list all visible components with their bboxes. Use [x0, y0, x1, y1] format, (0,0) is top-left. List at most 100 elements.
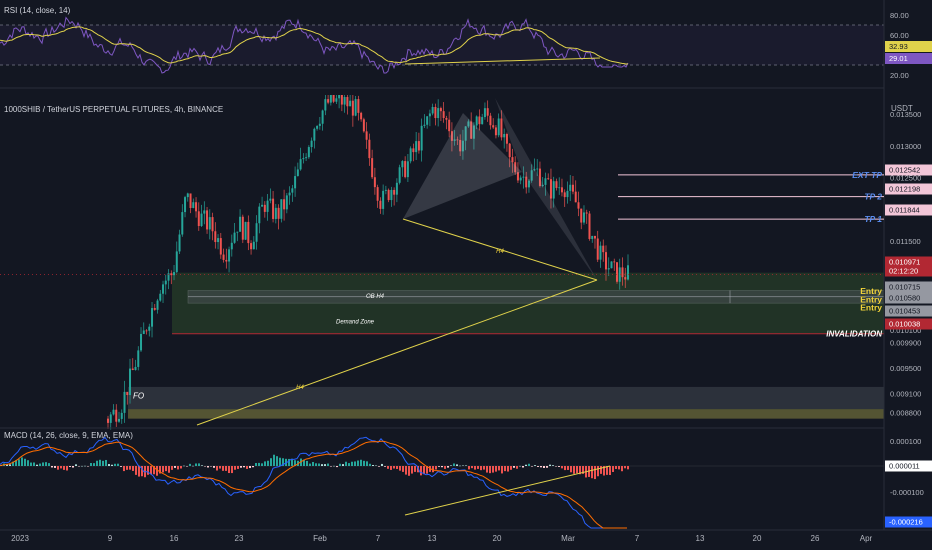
- candle-down[interactable]: [195, 202, 198, 212]
- candle-down[interactable]: [387, 189, 390, 201]
- candle-down[interactable]: [470, 121, 473, 139]
- candle-up[interactable]: [294, 176, 297, 189]
- candle-down[interactable]: [511, 157, 514, 163]
- candle-down[interactable]: [494, 127, 497, 136]
- price-pane[interactable]: [0, 95, 885, 430]
- candle-up[interactable]: [258, 206, 261, 224]
- candle-up[interactable]: [302, 158, 305, 160]
- candle-down[interactable]: [445, 117, 448, 120]
- candle-down[interactable]: [362, 119, 365, 132]
- candle-down[interactable]: [505, 134, 508, 144]
- candle-down[interactable]: [327, 99, 330, 103]
- candle-up[interactable]: [167, 273, 170, 281]
- candle-up[interactable]: [175, 251, 178, 273]
- candle-down[interactable]: [412, 148, 415, 153]
- candle-down[interactable]: [417, 141, 420, 151]
- candle-up[interactable]: [236, 231, 239, 233]
- candle-up[interactable]: [398, 167, 401, 183]
- candle-down[interactable]: [486, 108, 489, 116]
- candle-down[interactable]: [219, 238, 222, 255]
- candle-down[interactable]: [247, 221, 250, 244]
- candle-down[interactable]: [577, 202, 580, 209]
- candle-down[interactable]: [560, 187, 563, 193]
- candle-up[interactable]: [280, 199, 283, 219]
- candle-up[interactable]: [261, 204, 264, 207]
- signal-line[interactable]: [0, 440, 627, 529]
- candle-up[interactable]: [233, 232, 236, 243]
- candle-down[interactable]: [450, 131, 453, 141]
- candle-up[interactable]: [338, 95, 341, 99]
- candle-up[interactable]: [324, 99, 327, 111]
- candle-up[interactable]: [428, 113, 431, 117]
- candle-up[interactable]: [173, 272, 176, 276]
- candle-down[interactable]: [500, 118, 503, 138]
- candle-up[interactable]: [552, 181, 555, 199]
- candle-up[interactable]: [618, 267, 621, 282]
- candle-up[interactable]: [228, 249, 231, 262]
- candle-up[interactable]: [354, 99, 357, 116]
- candle-up[interactable]: [307, 147, 310, 158]
- candle-down[interactable]: [621, 267, 624, 278]
- candle-down[interactable]: [357, 99, 360, 113]
- candle-up[interactable]: [316, 125, 319, 129]
- candle-up[interactable]: [461, 140, 464, 152]
- pattern-triangle-bcd[interactable]: [495, 98, 597, 280]
- rsi-ma-line[interactable]: [0, 26, 629, 65]
- candle-down[interactable]: [516, 172, 519, 181]
- candle-down[interactable]: [376, 187, 379, 201]
- candle-down[interactable]: [525, 176, 528, 188]
- demand-zone[interactable]: [172, 272, 884, 334]
- candle-up[interactable]: [401, 161, 404, 168]
- candle-down[interactable]: [332, 95, 335, 102]
- candle-down[interactable]: [549, 179, 552, 199]
- candle-up[interactable]: [566, 190, 569, 198]
- candle-down[interactable]: [508, 143, 511, 158]
- candle-up[interactable]: [530, 170, 533, 181]
- candle-up[interactable]: [118, 418, 121, 422]
- candle-down[interactable]: [456, 139, 459, 141]
- candle-up[interactable]: [159, 293, 162, 301]
- macd-line[interactable]: [0, 436, 627, 529]
- candle-down[interactable]: [170, 273, 173, 276]
- candle-up[interactable]: [291, 188, 294, 193]
- candle-down[interactable]: [373, 177, 376, 188]
- h4-trendline-lower[interactable]: [196, 279, 598, 426]
- candle-down[interactable]: [448, 119, 451, 132]
- candle-up[interactable]: [472, 125, 475, 139]
- candle-down[interactable]: [360, 112, 363, 120]
- candle-up[interactable]: [395, 182, 398, 195]
- candle-up[interactable]: [151, 308, 154, 327]
- candle-down[interactable]: [514, 162, 517, 173]
- candle-down[interactable]: [340, 95, 343, 105]
- candle-up[interactable]: [285, 195, 288, 210]
- candle-down[interactable]: [206, 210, 209, 230]
- candle-down[interactable]: [145, 330, 148, 332]
- candle-down[interactable]: [602, 245, 605, 253]
- candle-up[interactable]: [200, 213, 203, 227]
- candle-down[interactable]: [588, 213, 591, 239]
- candle-up[interactable]: [607, 268, 610, 270]
- candle-down[interactable]: [459, 139, 462, 152]
- candle-down[interactable]: [107, 418, 109, 423]
- candle-down[interactable]: [574, 191, 577, 203]
- candle-up[interactable]: [274, 207, 277, 219]
- candle-up[interactable]: [313, 128, 316, 141]
- candle-down[interactable]: [283, 199, 286, 210]
- candle-down[interactable]: [241, 216, 244, 240]
- candle-up[interactable]: [120, 412, 123, 419]
- candle-up[interactable]: [483, 108, 486, 118]
- candle-down[interactable]: [225, 259, 228, 262]
- candle-down[interactable]: [442, 111, 445, 118]
- candle-down[interactable]: [131, 368, 134, 370]
- candle-up[interactable]: [140, 333, 143, 351]
- candle-up[interactable]: [318, 123, 321, 126]
- candle-up[interactable]: [406, 161, 409, 178]
- candle-down[interactable]: [489, 115, 492, 126]
- candle-up[interactable]: [296, 169, 299, 177]
- candle-down[interactable]: [211, 217, 214, 232]
- candle-up[interactable]: [349, 100, 352, 107]
- candle-up[interactable]: [582, 212, 585, 223]
- candle-up[interactable]: [181, 212, 184, 235]
